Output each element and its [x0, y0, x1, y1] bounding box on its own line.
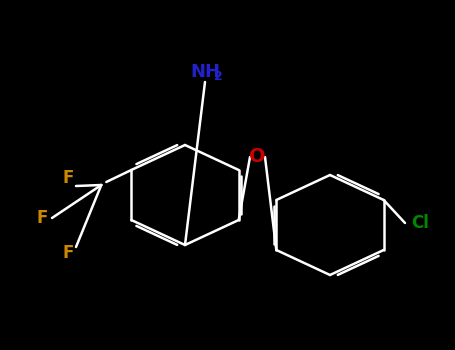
Text: F: F: [62, 244, 74, 262]
Text: F: F: [62, 169, 74, 187]
Text: NH: NH: [190, 63, 220, 81]
Text: 2: 2: [214, 70, 222, 84]
Text: O: O: [249, 147, 265, 167]
Text: F: F: [36, 209, 48, 227]
Text: Cl: Cl: [411, 214, 429, 232]
